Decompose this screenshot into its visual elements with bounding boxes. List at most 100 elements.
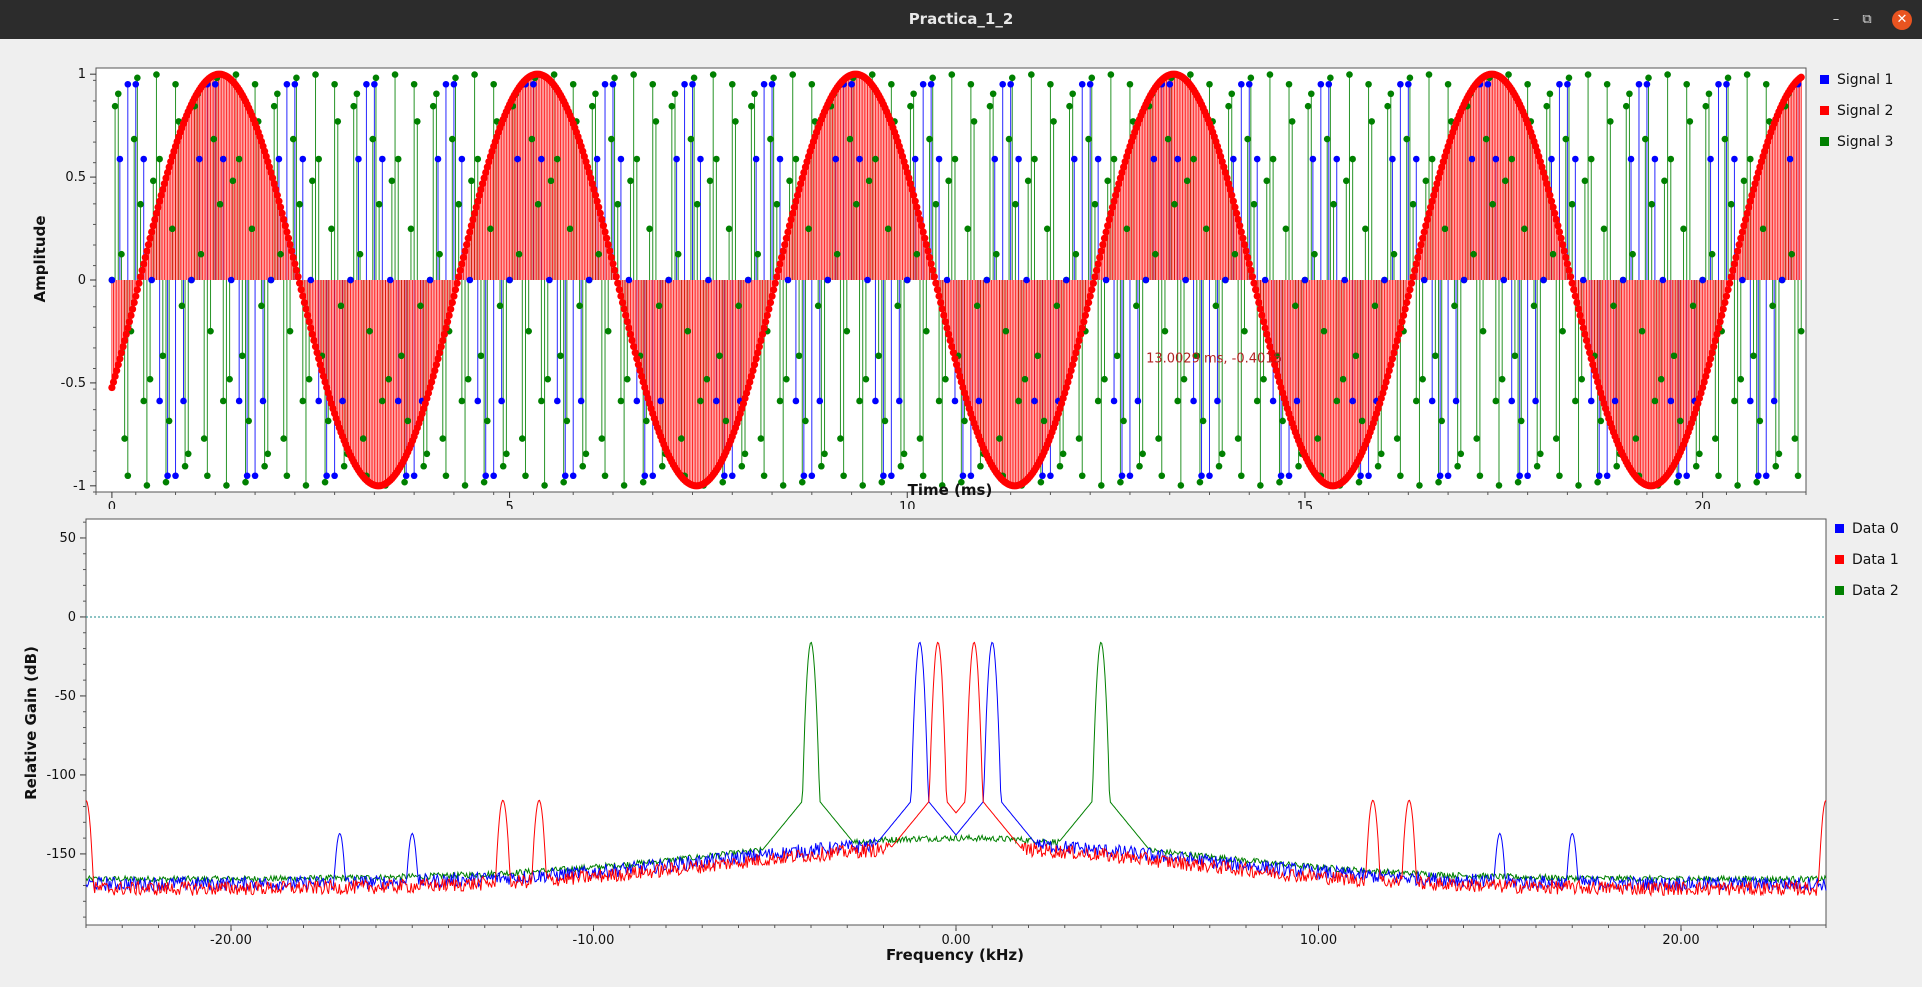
sample-marker <box>1738 228 1746 236</box>
maximize-icon[interactable]: ⧉ <box>1862 12 1872 27</box>
sample-marker <box>439 336 447 345</box>
sample-marker <box>770 286 778 294</box>
sample-marker <box>127 311 135 320</box>
sample-marker <box>609 80 617 88</box>
sample-marker <box>125 318 134 326</box>
legend-swatch <box>1820 106 1829 115</box>
sample-marker <box>484 417 491 425</box>
sample-marker <box>1107 209 1115 217</box>
sample-marker <box>657 397 664 405</box>
sample-marker <box>1097 247 1105 255</box>
sample-marker <box>611 74 618 82</box>
sample-marker <box>1362 225 1369 233</box>
sample-marker <box>905 174 913 182</box>
sample-marker <box>1435 478 1442 486</box>
sample-marker <box>1582 336 1591 345</box>
series-stems-1 <box>111 74 1802 486</box>
sample-marker <box>1700 378 1708 386</box>
sample-marker <box>1333 155 1341 163</box>
sample-marker <box>261 462 268 470</box>
close-icon[interactable]: ✕ <box>1892 10 1912 30</box>
sample-marker <box>896 397 903 405</box>
sample-marker <box>239 352 246 360</box>
sample-marker <box>1677 417 1684 425</box>
sample-marker <box>1096 253 1104 262</box>
data-legend-item-0[interactable]: Data 0 <box>1835 513 1899 544</box>
sample-marker <box>1432 352 1439 360</box>
sample-marker <box>350 102 357 110</box>
plot-canvas[interactable] <box>85 518 1827 926</box>
sample-marker <box>1390 250 1398 258</box>
sample-marker <box>599 222 608 230</box>
sample-marker <box>151 215 159 224</box>
sample-marker <box>681 80 688 88</box>
signal-legend-item-2[interactable]: Signal 3 <box>1820 126 1893 157</box>
sample-marker <box>1099 241 1107 249</box>
x-tick-label: 20.00 <box>1662 933 1699 948</box>
sample-marker <box>296 279 304 287</box>
sample-marker <box>1309 155 1317 163</box>
sample-marker <box>1091 200 1099 208</box>
minimize-icon[interactable]: – <box>1832 12 1840 27</box>
data-legend-item-2[interactable]: Data 2 <box>1835 575 1899 606</box>
sample-marker <box>1230 155 1237 163</box>
sample-marker <box>1166 80 1174 88</box>
x-axis-label: Time (ms) <box>908 481 993 499</box>
sample-marker <box>1436 472 1444 480</box>
sample-marker <box>530 80 537 88</box>
sample-marker <box>1476 472 1484 480</box>
legend-label: Signal 2 <box>1837 102 1894 119</box>
signal-legend-item-0[interactable]: Signal 1 <box>1820 64 1893 95</box>
sample-marker <box>207 327 214 335</box>
sample-marker <box>1557 234 1565 242</box>
sample-marker <box>625 276 633 284</box>
sample-marker <box>913 203 921 211</box>
sample-marker <box>1069 90 1076 98</box>
sample-marker <box>1697 389 1705 397</box>
sample-marker <box>550 71 558 78</box>
sample-marker <box>1226 185 1234 194</box>
sample-marker <box>1551 209 1559 217</box>
sample-marker <box>922 240 930 249</box>
sample-marker <box>1419 375 1426 383</box>
sample-marker <box>1560 247 1568 255</box>
signal-legend-item-1[interactable]: Signal 2 <box>1820 95 1893 126</box>
sample-marker <box>1215 462 1223 470</box>
sample-marker <box>1108 203 1117 211</box>
sample-marker <box>1731 155 1738 163</box>
sample-marker <box>932 279 940 287</box>
legend-label: Data 2 <box>1852 582 1899 599</box>
sample-marker <box>894 302 902 310</box>
sample-marker <box>1411 266 1419 274</box>
sample-marker <box>917 222 926 230</box>
sample-marker <box>487 225 494 233</box>
sample-marker <box>245 417 253 425</box>
sample-marker <box>1117 478 1124 486</box>
sample-marker <box>927 80 935 88</box>
sample-marker <box>1737 375 1745 383</box>
sample-marker <box>274 90 281 98</box>
sample-marker <box>1748 191 1756 199</box>
legend-swatch <box>1835 586 1844 595</box>
sample-marker <box>455 200 462 208</box>
sample-marker <box>315 397 322 405</box>
sample-marker <box>690 74 698 82</box>
sample-marker <box>1651 155 1659 163</box>
sample-marker <box>1240 240 1249 249</box>
sample-marker <box>824 276 832 284</box>
sample-marker <box>1571 292 1579 300</box>
sample-marker <box>1024 177 1032 185</box>
sample-marker <box>153 71 160 78</box>
sample-marker <box>1521 225 1528 233</box>
sample-marker <box>1563 260 1571 268</box>
sample-marker <box>604 240 612 249</box>
data-legend-item-1[interactable]: Data 1 <box>1835 544 1899 575</box>
frequency-domain-chart[interactable]: -20.00 -10.00 0.00 10.00 20.00 50 0 -50 -100 -150… <box>0 509 1922 987</box>
sample-marker <box>747 372 755 380</box>
sample-marker <box>1547 197 1556 205</box>
sample-marker <box>582 450 590 458</box>
sample-marker <box>1100 234 1109 242</box>
sample-marker <box>251 80 259 88</box>
sample-marker <box>111 102 119 110</box>
